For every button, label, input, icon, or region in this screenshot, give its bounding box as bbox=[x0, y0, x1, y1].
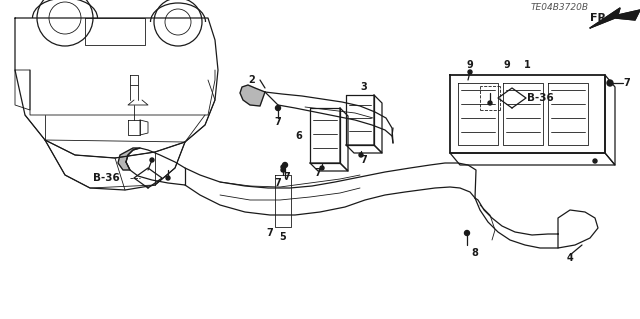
Text: 9: 9 bbox=[467, 60, 474, 70]
Circle shape bbox=[608, 81, 612, 85]
Text: 7: 7 bbox=[283, 172, 290, 182]
Circle shape bbox=[359, 153, 363, 157]
Text: B-36: B-36 bbox=[93, 173, 120, 183]
Circle shape bbox=[488, 101, 492, 105]
Text: 8: 8 bbox=[472, 248, 479, 258]
Circle shape bbox=[275, 106, 280, 110]
Circle shape bbox=[607, 80, 613, 86]
Circle shape bbox=[281, 165, 285, 169]
Text: 7: 7 bbox=[623, 78, 630, 88]
Text: 7: 7 bbox=[360, 155, 367, 165]
Polygon shape bbox=[118, 148, 140, 170]
Circle shape bbox=[166, 176, 170, 180]
Circle shape bbox=[468, 70, 472, 74]
Circle shape bbox=[150, 158, 154, 162]
Text: TE04B3720B: TE04B3720B bbox=[531, 4, 589, 12]
Text: 7: 7 bbox=[315, 168, 321, 178]
Text: 1: 1 bbox=[524, 60, 531, 70]
Text: 4: 4 bbox=[566, 253, 573, 263]
Circle shape bbox=[593, 159, 597, 163]
Circle shape bbox=[320, 166, 324, 170]
Text: 9: 9 bbox=[504, 60, 510, 70]
Text: 3: 3 bbox=[360, 82, 367, 92]
Circle shape bbox=[281, 168, 285, 172]
Text: 5: 5 bbox=[280, 232, 286, 242]
Text: B-36: B-36 bbox=[527, 93, 554, 103]
Polygon shape bbox=[590, 8, 640, 28]
Polygon shape bbox=[240, 85, 265, 106]
Text: 7: 7 bbox=[275, 117, 282, 127]
Text: 7: 7 bbox=[266, 228, 273, 238]
Text: 2: 2 bbox=[248, 75, 255, 85]
Text: 6: 6 bbox=[295, 131, 302, 141]
Text: 7: 7 bbox=[275, 178, 282, 188]
Circle shape bbox=[282, 162, 287, 167]
Text: FR.: FR. bbox=[589, 13, 611, 23]
Circle shape bbox=[465, 231, 470, 235]
